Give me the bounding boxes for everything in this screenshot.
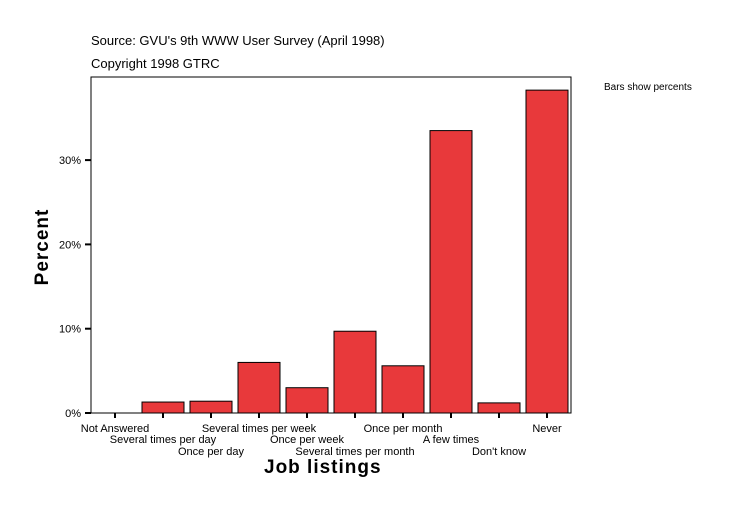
y-tick-label: 10% — [59, 324, 81, 336]
bar — [525, 89, 569, 414]
x-tick-label: Several times per day — [110, 434, 217, 446]
bar — [333, 330, 377, 414]
bar — [477, 402, 521, 414]
y-tick-label: 30% — [59, 155, 81, 167]
x-tick-label: Once per month — [364, 423, 443, 435]
x-tick-label: Several times per month — [295, 446, 414, 458]
x-tick-label: Once per day — [178, 446, 245, 458]
y-tick-label: 0% — [65, 408, 81, 420]
source-text: Source: GVU's 9th WWW User Survey (April… — [91, 33, 385, 48]
x-tick-label: Once per week — [270, 434, 344, 446]
plot-frame — [90, 76, 572, 414]
bar — [189, 400, 233, 414]
x-tick-label: Don't know — [472, 446, 526, 458]
x-tick-label: Never — [532, 423, 562, 435]
y-tick-label: 20% — [59, 239, 81, 251]
bar — [141, 401, 185, 414]
bar — [285, 387, 329, 414]
bar — [429, 130, 473, 414]
bar — [381, 365, 425, 414]
copyright-text: Copyright 1998 GTRC — [91, 56, 220, 71]
x-tick-label: A few times — [423, 434, 480, 446]
x-tick-label: Not Answered — [81, 423, 149, 435]
bar — [237, 361, 281, 414]
x-axis-label: Job listings — [264, 457, 382, 478]
bars-note: Bars show percents — [604, 82, 692, 93]
x-tick-label: Several times per week — [202, 423, 317, 435]
